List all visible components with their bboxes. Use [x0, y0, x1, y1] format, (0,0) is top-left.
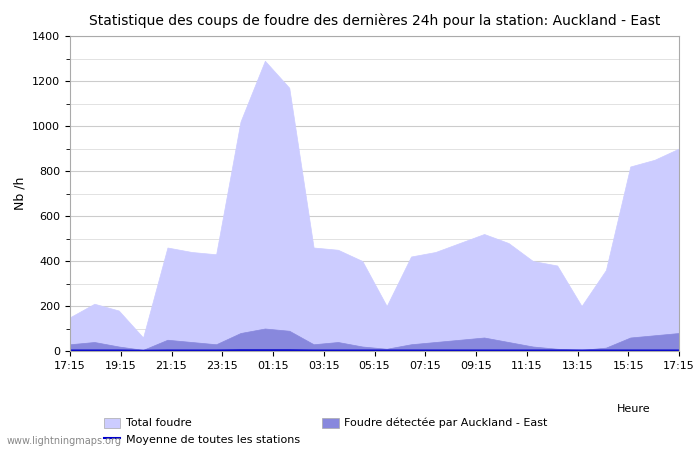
Y-axis label: Nb /h: Nb /h	[13, 177, 27, 210]
Text: www.lightningmaps.org: www.lightningmaps.org	[7, 436, 122, 446]
Text: Heure: Heure	[617, 404, 651, 414]
Title: Statistique des coups de foudre des dernières 24h pour la station: Auckland - Ea: Statistique des coups de foudre des dern…	[89, 14, 660, 28]
Legend: Total foudre, Moyenne de toutes les stations, Foudre détectée par Auckland - Eas: Total foudre, Moyenne de toutes les stat…	[99, 413, 552, 449]
